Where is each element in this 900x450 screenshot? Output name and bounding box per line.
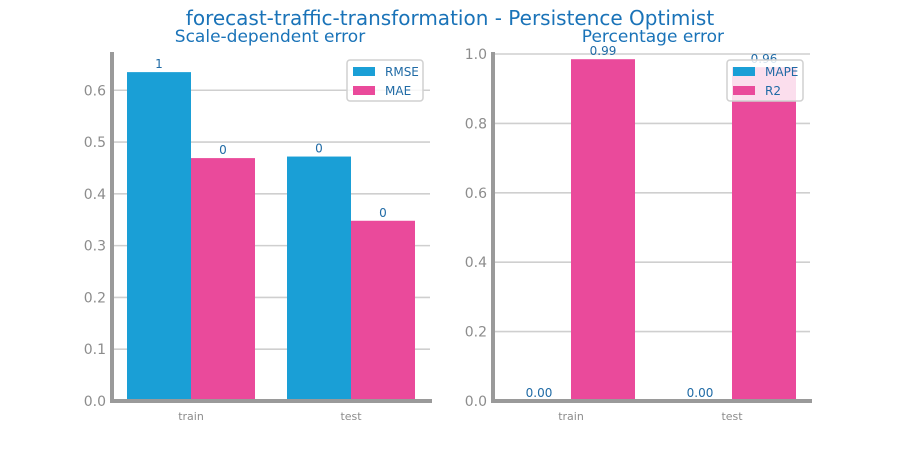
- y-tick-label: 0.5: [84, 135, 106, 151]
- chart-subtitle: Scale-dependent error: [175, 27, 365, 47]
- y-tick-label: 0.2: [465, 325, 487, 341]
- legend-label-r2: R2: [765, 84, 781, 98]
- legend-swatch-mape: [733, 67, 755, 76]
- y-tick-label: 0.8: [465, 116, 487, 132]
- data-label: 0.00: [526, 386, 553, 400]
- legend-swatch-mae: [353, 86, 375, 95]
- bar-mae-test: [351, 220, 415, 401]
- data-label: 0: [219, 143, 227, 157]
- data-label: 0: [379, 206, 387, 220]
- x-tick-label: test: [340, 410, 362, 423]
- legend-label-mae: MAE: [385, 84, 411, 98]
- y-tick-label: 0.3: [84, 239, 106, 255]
- scale-dependent-error-chart: Scale-dependent error 0.0 0.1 0.2 0.3 0.4 0.5 0…: [84, 27, 432, 423]
- data-label: 0.99: [590, 44, 617, 58]
- y-tick-label: 1.0: [465, 47, 487, 63]
- y-tick-label: 0.0: [465, 394, 487, 410]
- y-tick-label: 0.0: [84, 394, 106, 410]
- data-label: 1: [155, 57, 163, 71]
- legend-swatch-rmse: [353, 67, 375, 76]
- data-label: 0: [315, 142, 323, 156]
- legend: MAPE R2: [726, 59, 804, 102]
- bar-rmse-train: [127, 72, 191, 402]
- y-tick-label: 0.2: [84, 290, 106, 306]
- bar-r2-test: [732, 67, 796, 401]
- y-tick-label: 0.6: [84, 83, 106, 99]
- y-tick-label: 0.4: [465, 255, 487, 271]
- legend-swatch-r2: [733, 86, 755, 95]
- y-tick-label: 0.4: [84, 187, 106, 203]
- percentage-error-chart: Percentage error 0.0 0.2 0.4 0.6 0.8 1.0 0.00 0.…: [465, 27, 812, 423]
- x-tick-label: test: [721, 410, 743, 423]
- x-tick-label: train: [178, 410, 204, 423]
- bar-mae-train: [191, 158, 255, 401]
- y-tick-label: 0.1: [84, 342, 106, 358]
- figure-title: forecast-traffic-transformation - Persis…: [186, 6, 715, 30]
- data-label: 0.00: [687, 386, 714, 400]
- bar-rmse-test: [287, 156, 351, 401]
- chart-subtitle: Percentage error: [582, 27, 724, 47]
- legend-label-mape: MAPE: [765, 65, 798, 79]
- legend-label-rmse: RMSE: [385, 65, 419, 79]
- y-tick-label: 0.6: [465, 186, 487, 202]
- legend: RMSE MAE: [346, 59, 424, 102]
- x-tick-label: train: [558, 410, 584, 423]
- bar-r2-train: [571, 59, 635, 402]
